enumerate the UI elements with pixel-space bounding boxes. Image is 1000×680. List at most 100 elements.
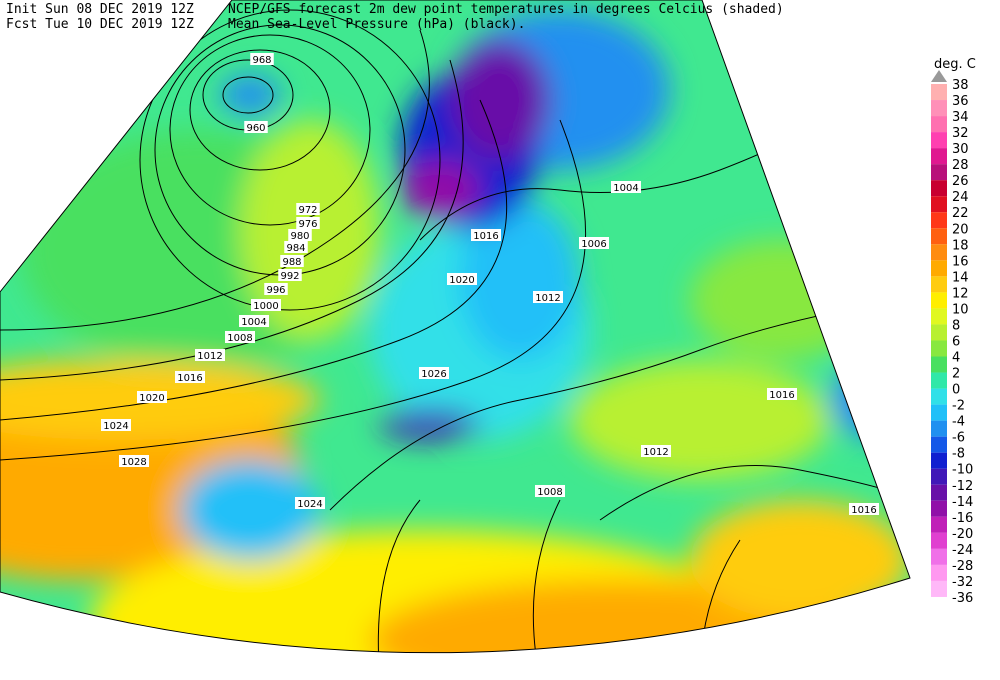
legend-label: -28 <box>952 559 973 574</box>
legend-label: -32 <box>952 575 973 590</box>
legend-label: 36 <box>952 94 969 109</box>
legend-swatch <box>931 276 947 293</box>
legend-swatch <box>931 404 947 421</box>
dew-point-field <box>0 0 910 653</box>
legend-swatch <box>931 452 947 469</box>
isobar-label: 1012 <box>643 447 668 458</box>
isobar-label-box <box>419 367 449 379</box>
isobar-label: 1008 <box>227 333 252 344</box>
legend-label: -24 <box>952 543 973 558</box>
isobar-label-box <box>175 371 205 383</box>
legend-swatch <box>931 100 947 117</box>
legend-label: 6 <box>952 334 960 349</box>
isobar-label-box <box>471 229 501 241</box>
map-border <box>0 0 911 654</box>
legend-unit: deg. C <box>934 57 976 72</box>
legend-label: 4 <box>952 351 960 366</box>
isobar-label: 1020 <box>139 393 164 404</box>
isobar-label: 1008 <box>537 487 562 498</box>
legend-label: 10 <box>952 302 969 317</box>
isobar-label-box <box>250 53 274 65</box>
legend-label: -16 <box>952 511 973 526</box>
isobar-label-box <box>195 349 225 361</box>
legend-swatch <box>931 516 947 533</box>
legend-swatch <box>931 180 947 197</box>
legend-swatch <box>931 580 947 597</box>
isobar-label: 1016 <box>769 390 794 401</box>
isobar-label: 1006 <box>581 239 606 250</box>
isobar-label-box <box>244 121 268 133</box>
legend-swatch <box>931 116 947 133</box>
legend-swatch <box>931 324 947 341</box>
legend-swatch <box>931 292 947 309</box>
isobar-label: 972 <box>298 205 317 216</box>
legend-swatch <box>931 532 947 549</box>
legend-label: -10 <box>952 463 973 478</box>
legend-swatch <box>931 484 947 501</box>
isobar-label-box <box>264 283 288 295</box>
isobar-label-box <box>849 503 879 515</box>
legend-label: -36 <box>952 591 973 606</box>
legend-label: -8 <box>952 447 965 462</box>
isobar-label: 1012 <box>535 293 560 304</box>
isobar-label-box <box>280 255 304 267</box>
legend-label: -12 <box>952 479 973 494</box>
legend-label: 2 <box>952 367 960 382</box>
legend-label: 8 <box>952 318 960 333</box>
legend-label: 34 <box>952 110 969 125</box>
legend: 38363432302826242220181614121086420-2-4-… <box>931 78 973 606</box>
isobar-label: 1024 <box>103 421 128 432</box>
legend-swatch <box>931 260 947 277</box>
legend-swatch <box>931 308 947 325</box>
legend-swatch <box>931 164 947 181</box>
legend-label: -6 <box>952 431 965 446</box>
legend-swatch <box>931 196 947 213</box>
legend-label: 30 <box>952 142 969 157</box>
legend-swatch <box>931 468 947 485</box>
legend-swatch <box>931 436 947 453</box>
legend-swatch <box>931 84 947 101</box>
isobars <box>0 9 910 653</box>
legend-label: 32 <box>952 126 969 141</box>
legend-label: -14 <box>952 495 973 510</box>
isobar-label: 988 <box>282 257 301 268</box>
isobar-label-box <box>119 455 149 467</box>
isobar-label-box <box>239 315 269 327</box>
legend-label: -2 <box>952 399 965 414</box>
legend-label: -4 <box>952 415 965 430</box>
legend-swatch <box>931 244 947 261</box>
isobar-label: 1004 <box>241 317 266 328</box>
title-line-2: Mean Sea-Level Pressure (hPa) (black). <box>228 17 525 32</box>
isobar-label-box <box>641 445 671 457</box>
legend-label: 12 <box>952 286 969 301</box>
legend-label: 26 <box>952 174 969 189</box>
isobar-label-box <box>288 229 312 241</box>
legend-swatch <box>931 500 947 517</box>
isobar-label: 992 <box>280 271 299 282</box>
legend-label: 38 <box>952 78 969 93</box>
isobar-label: 996 <box>266 285 285 296</box>
isobar-label: 984 <box>286 243 305 254</box>
isobar-label-box <box>611 181 641 193</box>
legend-label: 18 <box>952 238 969 253</box>
init-time: Init Sun 08 DEC 2019 12Z <box>6 2 194 17</box>
isobar-label: 1004 <box>613 183 638 194</box>
isobar-label: 1000 <box>253 301 278 312</box>
isobar-label: 980 <box>290 231 309 242</box>
isobar-label: 1024 <box>297 499 322 510</box>
isobar-label: 1016 <box>851 505 876 516</box>
legend-swatch <box>931 132 947 149</box>
isobar-label-box <box>296 203 320 215</box>
legend-swatch <box>931 420 947 437</box>
legend-label: 28 <box>952 158 969 173</box>
legend-label: 16 <box>952 254 969 269</box>
legend-swatch <box>931 388 947 405</box>
isobar-label-box <box>579 237 609 249</box>
legend-label: 0 <box>952 383 960 398</box>
isobar-label: 1026 <box>421 369 446 380</box>
isobar-label-box <box>284 241 308 253</box>
isobar-label: 1020 <box>449 275 474 286</box>
legend-label: 22 <box>952 206 969 221</box>
